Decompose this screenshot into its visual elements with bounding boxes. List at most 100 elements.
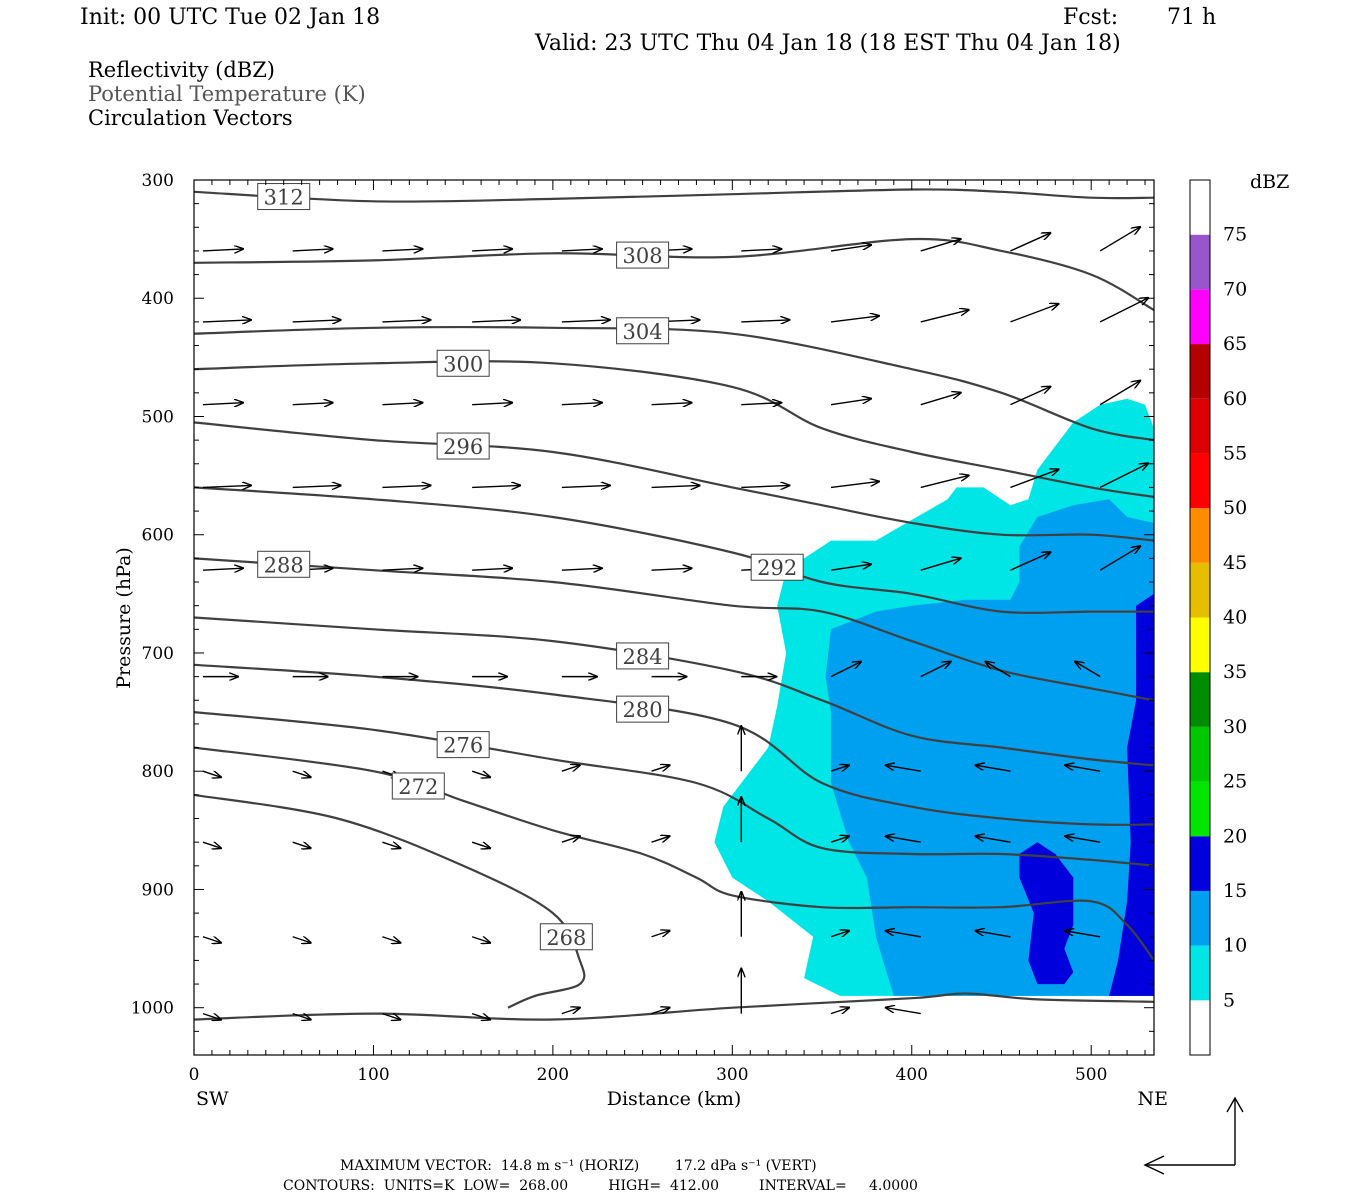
circulation-vector xyxy=(651,403,692,405)
circulation-vector xyxy=(202,320,251,322)
colorbar-level-label: 20 xyxy=(1223,825,1247,847)
circulation-vector xyxy=(886,1008,921,1015)
circulation-vector xyxy=(202,936,221,943)
x-tick-label: 100 xyxy=(357,1065,389,1085)
theta-contour-label: 280 xyxy=(623,698,663,722)
theta-contour-label: 292 xyxy=(757,556,797,580)
circulation-vector xyxy=(202,568,243,570)
x-axis-right-end-label: NE xyxy=(1138,1088,1169,1110)
circulation-vector xyxy=(741,403,781,405)
circulation-vector xyxy=(920,310,969,323)
theta-contour-label: 268 xyxy=(546,926,586,950)
theta-contour-276 xyxy=(194,711,1154,867)
circulation-vector xyxy=(1010,552,1050,571)
theta-contour-ground xyxy=(194,992,1154,1021)
theta-label-box xyxy=(616,241,670,269)
circulation-vector xyxy=(382,568,422,570)
circulation-vector xyxy=(830,765,849,772)
circulation-vector xyxy=(1099,227,1140,252)
x-tick-label: 0 xyxy=(189,1065,200,1085)
circulation-vector xyxy=(471,841,490,848)
circulation-vector xyxy=(472,249,512,251)
circulation-vector xyxy=(1010,469,1058,489)
circulation-vector xyxy=(472,485,520,487)
colorbar-level-label: 40 xyxy=(1223,607,1247,629)
colorbar-level-label: 30 xyxy=(1223,716,1247,738)
theta-contour-304 xyxy=(194,325,1154,442)
theta-contour-label: 272 xyxy=(398,775,438,799)
theta-label-box xyxy=(436,349,490,377)
theta-contour-280 xyxy=(194,663,1154,826)
circulation-vector xyxy=(920,558,961,571)
x-tick-label: 300 xyxy=(716,1065,748,1085)
reflectivity-region-15dbz xyxy=(1019,842,1074,985)
circulation-vector xyxy=(886,765,921,772)
colorbar-swatch xyxy=(1190,508,1210,563)
circulation-vector xyxy=(202,249,243,251)
circulation-vector xyxy=(741,485,789,487)
theta-contour-300 xyxy=(194,360,1154,498)
circulation-vector xyxy=(741,249,781,251)
colorbar-level-label: 65 xyxy=(1223,333,1247,355)
theta-contour-label: 276 xyxy=(443,734,483,758)
circulation-vector xyxy=(830,245,871,252)
colorbar-swatch xyxy=(1190,781,1210,837)
circulation-vector xyxy=(886,836,921,843)
circulation-vector xyxy=(651,836,670,843)
circulation-vector xyxy=(651,765,670,772)
colorbar-level-label: 35 xyxy=(1223,661,1247,683)
circulation-vector xyxy=(1010,304,1058,323)
colorbar-swatch xyxy=(1190,180,1210,235)
colorbar-level-label: 5 xyxy=(1223,989,1235,1011)
x-axis-label: Distance (km) xyxy=(607,1088,742,1110)
theta-label-box xyxy=(436,731,490,759)
y-tick-label: 600 xyxy=(142,526,174,546)
circulation-vector xyxy=(1099,463,1148,489)
y-tick-label: 300 xyxy=(142,171,174,191)
circulation-vector xyxy=(561,836,580,843)
y-tick-label: 800 xyxy=(142,762,174,782)
contour-info-note: CONTOURS: UNITS=K LOW= 268.00 HIGH= 412.… xyxy=(283,1178,918,1194)
circulation-vector xyxy=(920,662,951,678)
circulation-vector xyxy=(1099,381,1140,406)
circulation-vector xyxy=(975,836,1011,843)
colorbar-swatch xyxy=(1190,836,1210,891)
colorbar-swatch xyxy=(1190,726,1210,782)
theta-contour-label: 284 xyxy=(623,645,663,669)
theta-contour-label: 288 xyxy=(264,553,304,577)
colorbar-swatch xyxy=(1190,617,1210,673)
max-vector-note: MAXIMUM VECTOR: 14.8 m s⁻¹ (HORIZ) 17.2 … xyxy=(340,1158,817,1174)
colorbar-swatch xyxy=(1190,398,1210,454)
colorbar-level-label: 75 xyxy=(1223,224,1247,246)
theta-contour-label: 300 xyxy=(443,352,483,376)
theta-label-box xyxy=(257,183,311,211)
colorbar-unit-label: dBZ xyxy=(1250,171,1289,193)
theta-contour-284 xyxy=(194,616,1154,767)
colorbar-swatch xyxy=(1190,562,1210,618)
reference-vector-icon xyxy=(1143,1096,1244,1175)
circulation-vector xyxy=(1099,546,1140,571)
theta-contour-label: 308 xyxy=(623,244,663,268)
circulation-vector xyxy=(920,239,961,252)
theta-label-box xyxy=(391,772,445,800)
colorbar-swatch xyxy=(1190,344,1210,399)
circulation-vector xyxy=(382,841,400,848)
circulation-vector xyxy=(830,316,879,323)
theta-contour-288 xyxy=(194,557,1154,702)
theta-contour-296 xyxy=(194,421,1154,542)
circulation-vector xyxy=(292,249,333,251)
theta-contour-label: 296 xyxy=(443,435,483,459)
colorbar-swatch xyxy=(1190,453,1210,509)
theta-contour-312 xyxy=(194,188,1154,203)
colorbar-swatch xyxy=(1190,289,1210,345)
circulation-vector xyxy=(651,1008,670,1015)
theta-label-box xyxy=(616,695,670,723)
axes: 0 100 200 300 400 500 300 400 500 600 700 800 900 100… xyxy=(131,171,1154,1085)
y-axis-label: Pressure (hPa) xyxy=(113,547,135,689)
theta-label-box xyxy=(750,553,804,581)
circulation-vector xyxy=(561,485,610,487)
reflectivity-fills xyxy=(714,398,1154,996)
circulation-vector xyxy=(1010,233,1050,252)
circulation-vector xyxy=(202,841,221,848)
circulation-vector xyxy=(1065,931,1101,938)
